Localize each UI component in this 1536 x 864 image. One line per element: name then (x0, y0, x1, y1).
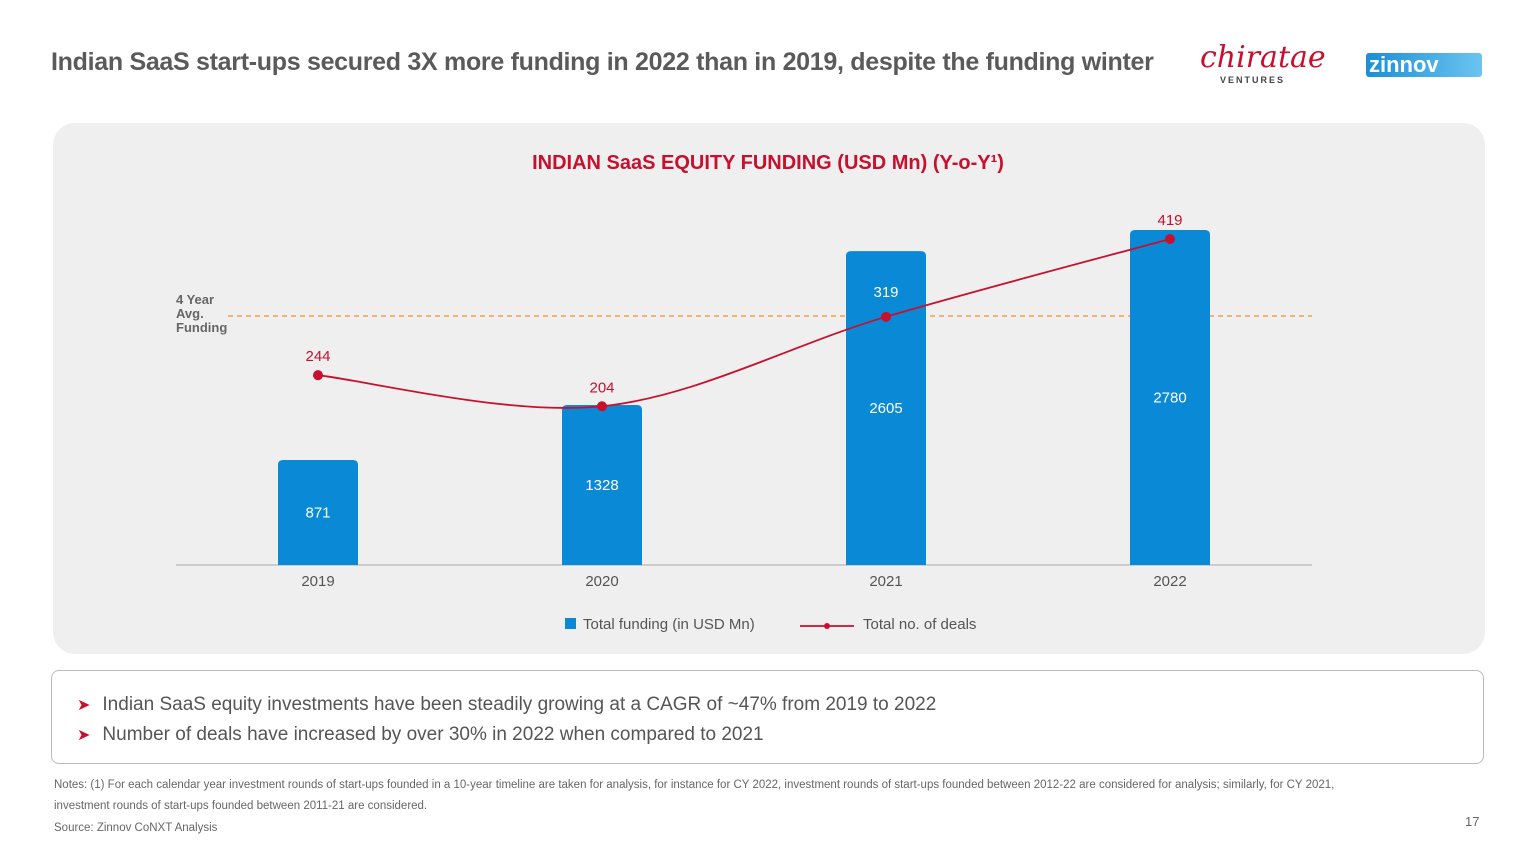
legend-bar-swatch (565, 618, 576, 629)
bar-label: 2780 (1153, 390, 1186, 407)
bar (278, 460, 358, 565)
avg-line-label: 4 Year (176, 292, 214, 307)
page-number: 17 (1465, 814, 1480, 829)
legend-line-label: Total no. of deals (863, 616, 976, 633)
deals-point (881, 311, 891, 322)
avg-line-label: Avg. (176, 306, 204, 321)
deals-label: 244 (305, 348, 330, 365)
slide-title: Indian SaaS start-ups secured 3X more fu… (51, 48, 1154, 76)
deals-point (597, 401, 607, 412)
deals-point (313, 370, 323, 381)
arrow-icon: ➤ (77, 697, 91, 714)
legend-bar-label: Total funding (in USD Mn) (583, 616, 755, 633)
zinnov-logo: zinnov (1366, 53, 1482, 77)
deals-point (1165, 234, 1175, 245)
deals-label: 419 (1157, 212, 1182, 229)
chart-title: INDIAN SaaS EQUITY FUNDING (USD Mn) (Y-o… (532, 152, 1004, 174)
bullet-text: Indian SaaS equity investments have been… (102, 694, 937, 715)
arrow-icon: ➤ (77, 727, 91, 744)
deals-label: 204 (589, 379, 614, 396)
bullet-text: Number of deals have increased by over 3… (102, 724, 764, 745)
bar (1130, 230, 1210, 565)
x-tick-label: 2019 (301, 573, 334, 590)
deals-label: 319 (873, 284, 898, 301)
bar-label: 871 (305, 505, 330, 522)
legend-line-marker (824, 623, 830, 629)
x-tick-label: 2020 (585, 573, 618, 590)
chiratae-logo: chiratae VENTURES (1200, 40, 1326, 85)
source: Source: Zinnov CoNXT Analysis (54, 822, 218, 834)
bar-label: 2605 (869, 400, 902, 417)
avg-line-label: Funding (176, 320, 227, 335)
bar-label: 1328 (585, 477, 618, 494)
bar (846, 251, 926, 565)
key-insights-box: ➤ Indian SaaS equity investments have bee… (51, 670, 1484, 764)
bullet-item: ➤ Number of deals have increased by over … (77, 724, 764, 746)
x-tick-label: 2022 (1153, 573, 1186, 590)
notes-line: Notes: (1) For each calendar year invest… (54, 779, 1335, 791)
bar (562, 404, 642, 565)
bullet-item: ➤ Indian SaaS equity investments have bee… (77, 694, 936, 716)
deals-line (317, 238, 1171, 409)
notes-line: investment rounds of start-ups founded b… (54, 800, 428, 812)
x-tick-label: 2021 (869, 573, 902, 590)
